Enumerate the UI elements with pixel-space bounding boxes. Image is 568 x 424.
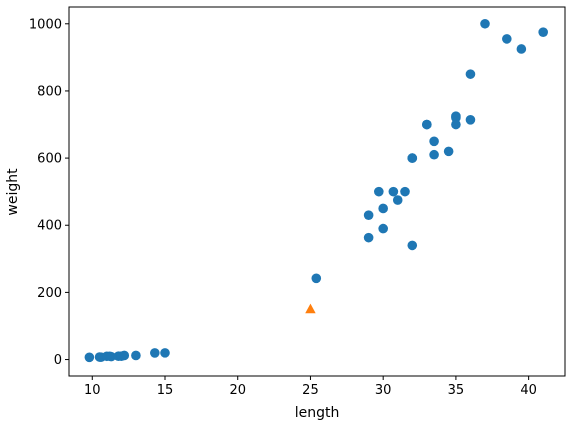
x-tick-label: 15 — [157, 383, 174, 398]
data-points — [84, 18, 548, 363]
data-point — [374, 186, 384, 197]
data-point — [392, 195, 403, 205]
y-tick-label: 1000 — [29, 17, 62, 32]
x-tick-label: 10 — [84, 383, 101, 398]
y-tick-label: 400 — [37, 219, 62, 234]
data-point — [429, 136, 439, 147]
y-tick-label: 800 — [37, 84, 62, 99]
data-point — [443, 146, 454, 157]
data-point — [451, 113, 461, 123]
data-point — [378, 223, 388, 234]
data-point — [465, 115, 476, 125]
y-tick-label: 600 — [37, 152, 62, 167]
x-tick-label: 30 — [375, 383, 392, 398]
x-tick-label: 25 — [302, 383, 319, 398]
x-tick-label: 20 — [229, 383, 246, 398]
x-tick-label: 40 — [520, 383, 537, 398]
y-tick-label: 200 — [37, 286, 62, 301]
data-point — [388, 186, 399, 197]
data-point — [465, 69, 476, 79]
data-point — [378, 203, 388, 214]
data-point — [311, 273, 322, 284]
plot-frame — [68, 6, 566, 377]
data-point — [407, 153, 418, 163]
data-point — [451, 119, 461, 130]
data-point — [150, 348, 160, 358]
data-point — [106, 351, 116, 362]
data-point — [160, 348, 170, 358]
data-point — [422, 119, 432, 130]
plot-area — [68, 6, 566, 377]
data-point — [502, 34, 512, 44]
data-point — [131, 350, 141, 361]
data-point-triangle — [305, 303, 316, 314]
data-point — [363, 210, 374, 220]
x-axis-ticks: 10 15 20 25 30 35 40 — [84, 376, 537, 398]
x-axis-label: length — [295, 405, 340, 421]
y-tick-label: 0 — [54, 353, 62, 368]
data-point — [363, 232, 374, 243]
y-axis-label: weight — [5, 168, 21, 216]
y-axis-ticks: 0 200 400 600 800 1000 — [29, 17, 69, 368]
data-point — [516, 44, 527, 54]
data-point — [400, 186, 410, 197]
data-point — [480, 18, 490, 29]
data-point — [119, 350, 130, 361]
data-point — [84, 352, 95, 363]
data-point — [429, 149, 439, 160]
data-point — [407, 240, 418, 251]
data-point — [538, 27, 548, 37]
x-tick-label: 35 — [448, 383, 465, 398]
